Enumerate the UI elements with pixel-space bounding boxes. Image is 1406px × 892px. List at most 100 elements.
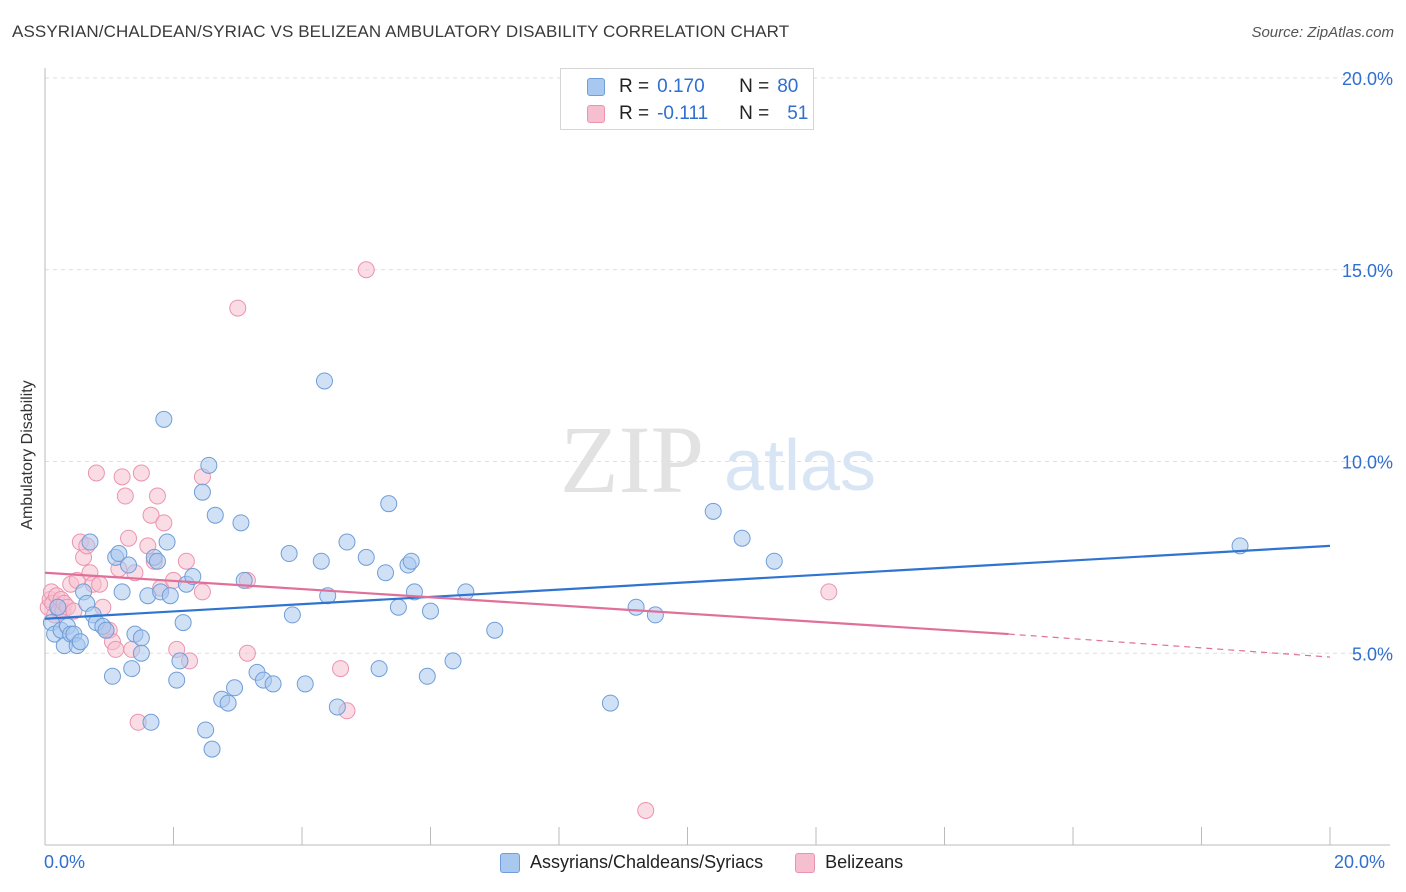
belizean-point xyxy=(229,299,247,317)
belizean-point xyxy=(87,464,105,482)
legend-row-belizeans: R = -0.111 N = 51 xyxy=(587,101,808,127)
assyrian-point xyxy=(377,564,395,582)
assyrian-point xyxy=(71,633,89,651)
y-tick-label: 5.0% xyxy=(1352,644,1393,664)
belizean-point xyxy=(132,464,150,482)
assyrian-point xyxy=(155,410,173,428)
y-tick-label: 15.0% xyxy=(1342,261,1393,281)
assyrian-point xyxy=(81,533,99,551)
assyrian-point xyxy=(142,713,160,731)
watermark-zip: ZIP xyxy=(560,406,704,513)
belizean-point xyxy=(332,660,350,678)
assyrians-trend-line xyxy=(44,544,1331,620)
belizean-point xyxy=(91,575,109,593)
legend-item-belizeans[interactable]: Belizeans xyxy=(795,852,903,873)
assyrian-point xyxy=(123,660,141,678)
belizean-point xyxy=(148,487,166,505)
assyrian-point xyxy=(197,721,215,739)
assyrian-point xyxy=(627,598,645,616)
legend-r-label: R = xyxy=(619,103,650,124)
legend-n-value: 80 xyxy=(777,76,799,97)
assyrian-point xyxy=(389,598,407,616)
axes xyxy=(44,68,1390,846)
y-tick-labels: 5.0% 10.0% 15.0% 20.0% xyxy=(1342,69,1393,664)
assyrian-point xyxy=(422,602,439,620)
assyrian-point xyxy=(113,583,131,601)
assyrian-point xyxy=(328,698,346,716)
assyrian-point xyxy=(148,552,166,570)
assyrian-point xyxy=(219,694,237,712)
legend-item-assyrians[interactable]: Assyrians/Chaldeans/Syriacs xyxy=(500,852,763,873)
assyrian-point xyxy=(174,614,192,632)
belizean-point xyxy=(116,487,134,505)
assyrian-point xyxy=(97,621,115,639)
belizean-point xyxy=(142,506,160,524)
legend-n-value: 51 xyxy=(787,103,809,124)
assyrian-point xyxy=(444,652,462,670)
belizean-point xyxy=(637,801,655,819)
assyrian-point xyxy=(357,548,375,566)
legend-r-value: -0.111 xyxy=(657,103,709,124)
watermark-atlas: atlas xyxy=(724,426,876,506)
assyrian-point xyxy=(49,598,67,616)
assyrian-point xyxy=(203,740,221,758)
legend-swatch-pink xyxy=(587,105,605,123)
assyrian-point xyxy=(338,533,356,551)
assyrian-point xyxy=(283,606,301,624)
assyrian-point xyxy=(184,568,202,586)
assyrian-point xyxy=(110,545,128,563)
assyrian-point xyxy=(171,652,189,670)
assyrians-points xyxy=(42,372,1249,758)
assyrian-point xyxy=(402,552,420,570)
belizean-point xyxy=(820,583,838,601)
assyrian-point xyxy=(380,495,398,513)
y-tick-label: 10.0% xyxy=(1342,453,1393,473)
x-tick-label-max: 20.0% xyxy=(1334,852,1386,872)
belizeans-trend-extension xyxy=(1008,633,1331,658)
y-tick-label: 20.0% xyxy=(1342,69,1393,89)
assyrian-point xyxy=(193,483,211,501)
assyrian-point xyxy=(168,671,186,689)
assyrian-point xyxy=(418,667,436,685)
legend-n-label: N = xyxy=(739,103,770,124)
watermark: ZIP atlas xyxy=(560,406,876,513)
belizean-point xyxy=(113,468,131,486)
assyrian-point xyxy=(132,629,150,647)
legend-label-assyrians: Assyrians/Chaldeans/Syriacs xyxy=(530,852,764,872)
legend-r-value: 0.170 xyxy=(657,76,705,97)
assyrian-point xyxy=(132,644,150,662)
assyrian-point xyxy=(486,621,504,639)
y-axis-label: Ambulatory Disability xyxy=(19,380,36,530)
belizean-point xyxy=(155,514,173,532)
belizean-point xyxy=(120,529,138,547)
series-legend: Assyrians/Chaldeans/Syriacs Belizeans xyxy=(500,852,935,873)
belizean-point xyxy=(107,640,125,658)
assyrian-point xyxy=(765,552,783,570)
x-tick-label-min: 0.0% xyxy=(44,852,86,872)
assyrian-point xyxy=(120,556,138,574)
assyrian-point xyxy=(264,675,282,693)
source-label: Source: ZipAtlas.com xyxy=(1251,24,1394,41)
assyrian-point xyxy=(601,694,619,712)
assyrian-point xyxy=(704,502,722,520)
belizean-point xyxy=(177,552,195,570)
assyrian-point xyxy=(646,606,664,624)
assyrian-point xyxy=(200,456,218,474)
grid-lines xyxy=(45,77,1390,654)
belizean-point xyxy=(357,261,375,279)
belizeans-trend-line xyxy=(44,571,1009,636)
belizean-point xyxy=(238,644,256,662)
assyrian-point xyxy=(161,587,179,605)
legend-swatch-blue xyxy=(587,78,605,96)
assyrian-point xyxy=(315,372,333,390)
assyrian-point xyxy=(158,533,176,551)
legend-n-label: N = xyxy=(739,76,770,97)
assyrian-point xyxy=(370,660,388,678)
assyrian-point xyxy=(280,545,298,563)
assyrian-point xyxy=(232,514,250,532)
legend-swatch-pink xyxy=(795,852,816,873)
assyrian-point xyxy=(457,583,475,601)
assyrian-point xyxy=(206,506,224,524)
legend-label-belizeans: Belizeans xyxy=(825,852,904,872)
